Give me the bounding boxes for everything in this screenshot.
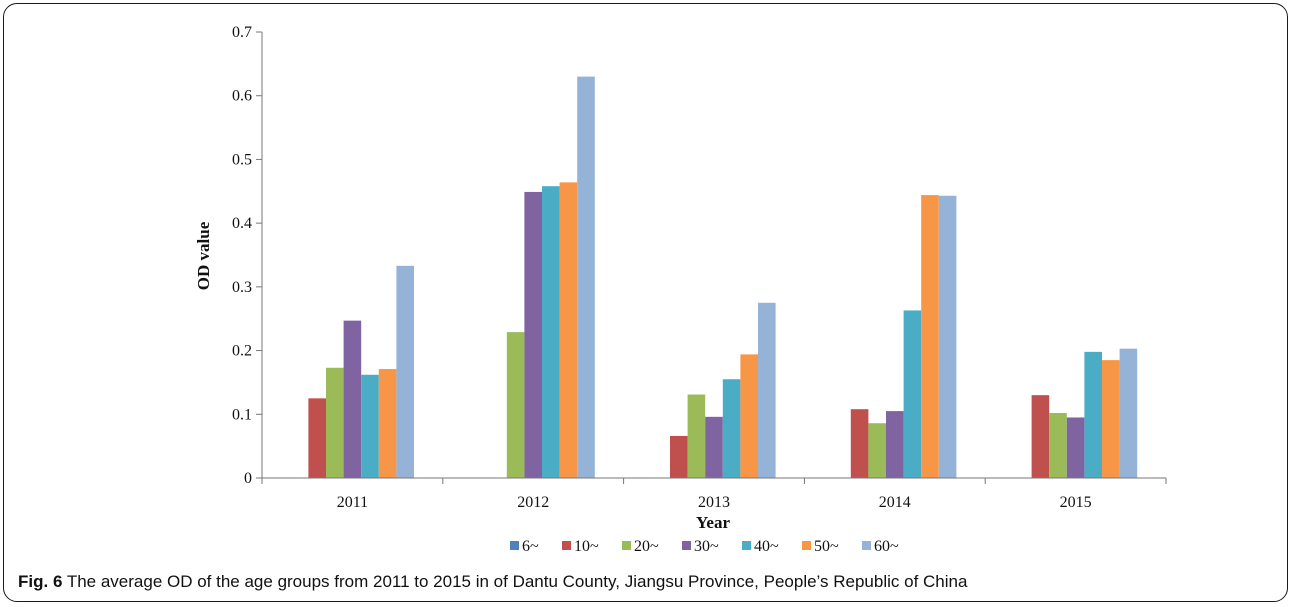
legend-item: 50~ [802,538,839,555]
legend-item: 10~ [562,538,599,555]
legend-label: 40~ [754,538,779,555]
legend-swatch [682,541,691,550]
bar [903,310,922,478]
legend-item: 6~ [510,538,539,555]
y-axis-title: OD value [194,221,213,290]
bar [1066,417,1085,478]
bar [687,394,706,478]
legend-swatch [742,541,751,550]
legend-label: 30~ [694,538,719,555]
legend-item: 20~ [622,538,659,555]
x-tick-label: 2013 [698,494,730,511]
bar [506,332,525,478]
bar [1102,360,1120,478]
bar [1031,395,1050,478]
bar [326,367,344,478]
legend-swatch [510,541,519,550]
legend-item: 60~ [862,538,899,555]
y-tick-label: 0.1 [232,406,252,423]
bar [921,195,939,479]
bar [670,435,688,478]
y-axis-ticks: 0 0.1 0.2 0.3 0.4 0.5 0.6 0.7 [232,24,262,487]
bar [524,191,542,479]
y-tick-label: 0.5 [232,151,252,168]
x-tick-label: 2014 [879,494,911,511]
y-tick-label: 0.6 [232,88,252,105]
legend-label: 50~ [814,538,839,555]
y-tick-label: 0.4 [232,215,252,232]
x-axis-title: Year [696,513,730,532]
x-tick-label: 2012 [517,494,549,511]
bar [308,398,326,478]
legend-swatch [622,541,631,550]
legend-swatch [802,541,811,550]
legend-item: 40~ [742,538,779,555]
bar [850,409,869,478]
bar [378,369,397,478]
x-axis-ticks: 2011 2012 2013 2014 2015 [261,478,1167,511]
bar [868,423,886,478]
y-tick-label: 0.7 [232,24,252,41]
legend-label: 20~ [634,538,659,555]
legend-swatch [562,541,571,550]
bar [559,182,578,478]
bar-chart: 00.10.20.30.40.50.60.7 2011 2012 2013 2014 2… [194,24,1167,555]
axes-group [261,32,1166,479]
bar [722,379,741,478]
bar [705,416,723,478]
y-tick-label: 0.3 [232,279,252,296]
y-tick-label: 0.2 [232,343,252,360]
x-tick-label: 2015 [1060,494,1092,511]
bar [758,302,776,478]
bar [1084,351,1102,478]
bar [740,354,758,478]
y-tick-label: 0 [244,470,252,487]
legend-item: 30~ [682,538,719,555]
figure-frame [3,3,1288,602]
bar [361,374,379,478]
figure-caption: Fig. 6 The average OD of the age groups … [18,572,1278,592]
legend: 6~ 10~ 20~ 30~ 40~ 50~ 60~ [510,538,899,555]
bar [1049,413,1067,478]
bar [396,265,414,478]
x-tick-label: 2011 [337,494,368,511]
bar [1119,348,1138,478]
bar [886,411,904,478]
bars-group [308,76,1138,479]
bar [343,320,362,478]
figure-caption-text: The average OD of the age groups from 20… [66,572,968,591]
bar [938,195,957,478]
legend-label: 60~ [874,538,899,555]
legend-label: 10~ [574,538,599,555]
bar [542,186,560,478]
figure-caption-label: Fig. 6 [18,572,63,591]
legend-label: 6~ [522,538,539,555]
bar [577,76,595,478]
legend-swatch [862,541,871,550]
